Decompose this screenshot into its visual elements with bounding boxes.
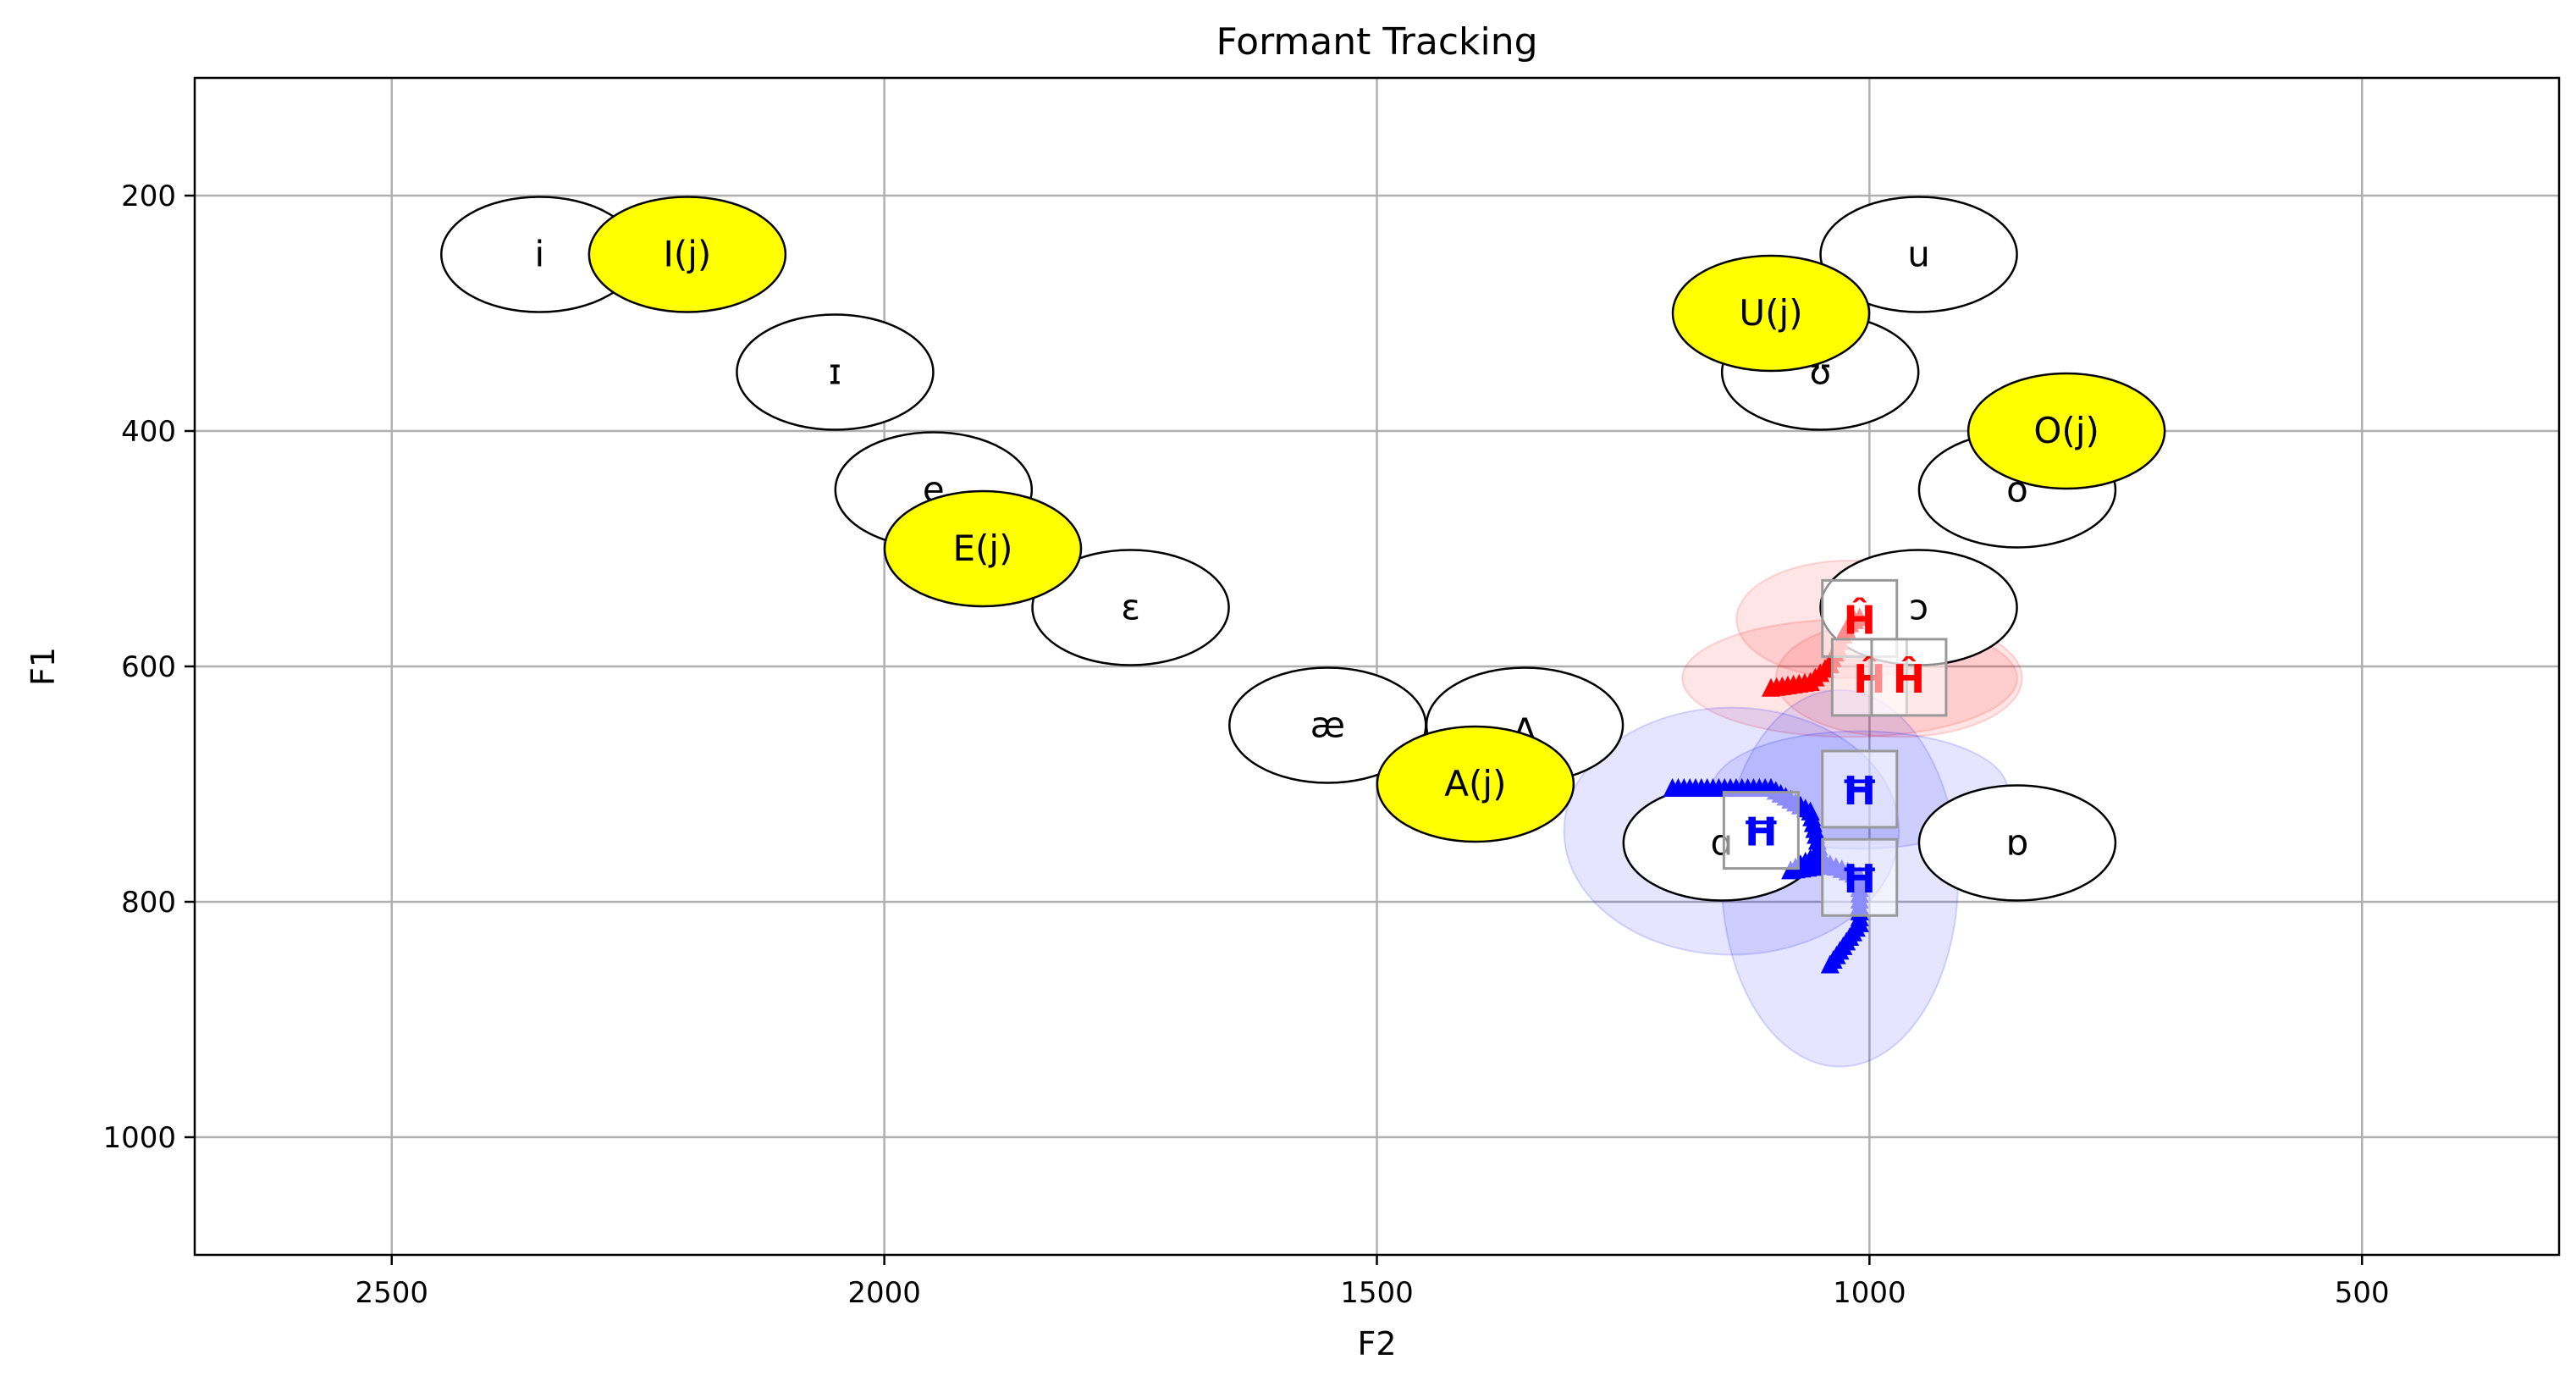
x-tick-label: 1000: [1833, 1276, 1906, 1310]
x-axis-label: F2: [1357, 1325, 1396, 1362]
track-marker: [1820, 954, 1840, 974]
vowel-label: E(j): [953, 528, 1013, 569]
glyph-box: [1870, 638, 1948, 717]
vowel-label: U(j): [1739, 292, 1802, 334]
vowel-marker: ɛ: [1031, 549, 1230, 666]
vowel-label: O(j): [2033, 410, 2099, 451]
vowel-marker: U(j): [1671, 254, 1871, 373]
vowel-ellipse: [1671, 254, 1871, 373]
vowel-label: æ: [1310, 705, 1345, 746]
vowel-marker: A(j): [1376, 725, 1575, 843]
vowel-marker: ɒ: [1917, 784, 2117, 902]
vowel-marker: I(j): [587, 196, 787, 313]
vowel-ellipse: [883, 489, 1083, 608]
y-tick-label: 600: [121, 650, 176, 684]
y-tick-label: 200: [121, 180, 176, 213]
vowel-ellipse: [1917, 784, 2117, 902]
chart-title: Formant Tracking: [1216, 20, 1537, 64]
vowel-label: A(j): [1444, 763, 1506, 804]
vowel-marker: E(j): [883, 489, 1083, 608]
y-axis-label: F1: [25, 647, 62, 686]
vowel-ellipse: [587, 196, 787, 313]
vowel-label: u: [1907, 234, 1930, 275]
vowel-marker: u: [1819, 196, 2018, 313]
axis-ticks: 2500 2000 1500 1000 500 200 400 600 800 1000: [102, 180, 2389, 1310]
vowel-label: ɪ: [829, 351, 842, 393]
glyph-label: Ħ: [1840, 856, 1878, 902]
y-tick-label: 800: [121, 886, 176, 920]
glyph-marker: Ħ: [1821, 837, 1899, 917]
glyph-label: Ħ: [1742, 810, 1780, 855]
vowel-label: ɒ: [2006, 822, 2029, 864]
y-tick-label: 400: [121, 415, 176, 449]
vowel-label: i: [534, 234, 544, 275]
vowel-label: I(j): [663, 234, 711, 275]
grid-lines: [195, 78, 2559, 1255]
glyph-label: Ĥ: [1843, 597, 1876, 643]
glyph-marker: Ħ: [1821, 749, 1899, 829]
vowel-ellipse: [1376, 725, 1575, 843]
y-tick-label: 1000: [102, 1121, 176, 1155]
glyph-label: Ħ: [1840, 768, 1878, 814]
glyph-box: [1722, 791, 1800, 870]
x-tick-label: 2000: [847, 1276, 921, 1310]
vowel-marker: æ: [1228, 666, 1427, 784]
x-tick-label: 1500: [1340, 1276, 1414, 1310]
x-tick-label: 2500: [355, 1276, 428, 1310]
x-tick-label: 500: [2335, 1276, 2390, 1310]
vowel-ellipse: [1819, 196, 2018, 313]
vowel-label: ɛ: [1121, 587, 1140, 628]
glyph-box: [1821, 749, 1899, 829]
glyph-marker: Ħ: [1722, 791, 1800, 870]
vowel-label: ɔ: [1909, 587, 1928, 628]
glyph-box: [1821, 837, 1899, 917]
vowel-ellipse: [1031, 549, 1230, 666]
vowel-ellipse: [736, 313, 935, 431]
vowel-marker: ɪ: [736, 313, 935, 431]
glyph-marker: Ĥ: [1870, 638, 1948, 717]
vowel-ellipse: [1966, 372, 2166, 490]
vowel-marker: O(j): [1966, 372, 2166, 490]
glyph-label: Ĥ: [1893, 656, 1926, 702]
